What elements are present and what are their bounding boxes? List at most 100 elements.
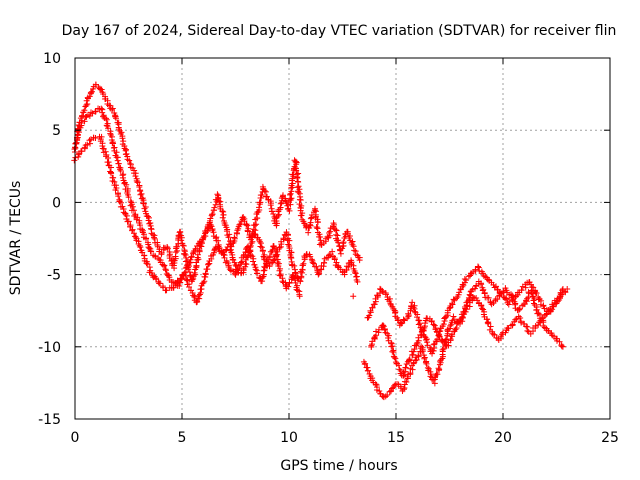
data-point [410, 348, 417, 355]
data-point [419, 348, 426, 355]
data-point [403, 378, 410, 385]
series-track-f [368, 286, 566, 379]
data-point [401, 368, 408, 375]
data-point [309, 259, 316, 266]
data-point [523, 323, 530, 330]
data-point [463, 306, 470, 313]
data-point [400, 316, 407, 323]
data-point [123, 150, 130, 157]
data-point [350, 293, 357, 300]
data-point [125, 218, 132, 225]
data-point [559, 287, 566, 294]
data-point [435, 365, 442, 372]
data-point [372, 381, 379, 388]
data-point [558, 343, 565, 350]
data-point [78, 148, 85, 155]
data-point [327, 228, 334, 235]
data-point [190, 275, 197, 282]
data-point [308, 256, 315, 263]
data-point [354, 278, 361, 285]
data-point [406, 356, 413, 363]
data-point [258, 244, 265, 251]
data-point [524, 327, 531, 334]
data-point [87, 89, 94, 96]
data-point [215, 245, 222, 252]
x-tick-label: 20 [494, 430, 512, 446]
data-point [148, 248, 155, 255]
data-point [191, 269, 198, 276]
data-point [387, 300, 394, 307]
data-point [298, 212, 305, 219]
x-tick-label: 10 [280, 430, 298, 446]
data-point [194, 251, 201, 258]
data-point [230, 256, 237, 263]
data-point [257, 278, 264, 285]
data-marks [71, 81, 571, 401]
series-track-e [364, 263, 571, 357]
y-tick-label: -5 [47, 268, 61, 284]
data-point [383, 291, 390, 298]
data-point [436, 366, 443, 373]
data-point [334, 263, 341, 270]
data-point [472, 285, 479, 292]
data-point [256, 199, 263, 206]
data-point [376, 387, 383, 394]
data-point [210, 207, 217, 214]
data-point [416, 320, 423, 327]
data-point [515, 306, 522, 313]
data-point [310, 260, 317, 267]
data-point [109, 105, 116, 112]
data-point [276, 211, 283, 218]
data-point [405, 312, 412, 319]
data-point [479, 305, 486, 312]
data-point [480, 272, 487, 279]
data-point [250, 258, 257, 265]
data-point [164, 245, 171, 252]
data-point [84, 100, 91, 107]
data-point [292, 279, 299, 286]
data-point [293, 167, 300, 174]
data-point [300, 260, 307, 267]
data-point [105, 155, 112, 162]
data-point [283, 200, 290, 207]
data-point [178, 237, 185, 244]
data-point [421, 333, 428, 340]
data-point [462, 308, 469, 315]
plot-frame [74, 57, 611, 420]
data-point [289, 272, 296, 279]
data-point [320, 259, 327, 266]
data-point [178, 234, 185, 241]
data-point [440, 345, 447, 352]
data-point [262, 264, 269, 271]
data-point [193, 299, 200, 306]
data-point [142, 235, 149, 242]
data-point [340, 240, 347, 247]
data-point [295, 183, 302, 190]
data-point [205, 261, 212, 268]
data-point [371, 301, 378, 308]
data-point [220, 251, 227, 258]
data-point [241, 218, 248, 225]
data-point [505, 325, 512, 332]
data-point [484, 316, 491, 323]
data-point [256, 238, 263, 245]
x-tick-label: 5 [178, 430, 187, 446]
series-track-d [360, 278, 566, 401]
data-point [382, 393, 389, 400]
data-point [286, 237, 293, 244]
data-point [469, 294, 476, 301]
data-point [463, 277, 470, 284]
data-point [103, 116, 110, 123]
data-point [404, 373, 411, 380]
data-point [362, 360, 369, 367]
data-point [466, 291, 473, 298]
data-point [110, 140, 117, 147]
data-point [340, 239, 347, 246]
data-point [182, 272, 189, 279]
data-point [291, 262, 298, 269]
data-point [193, 259, 200, 266]
series-track-c [71, 133, 303, 306]
data-point [550, 303, 557, 310]
data-point [115, 193, 122, 200]
x-axis-label: GPS time / hours [280, 458, 397, 474]
